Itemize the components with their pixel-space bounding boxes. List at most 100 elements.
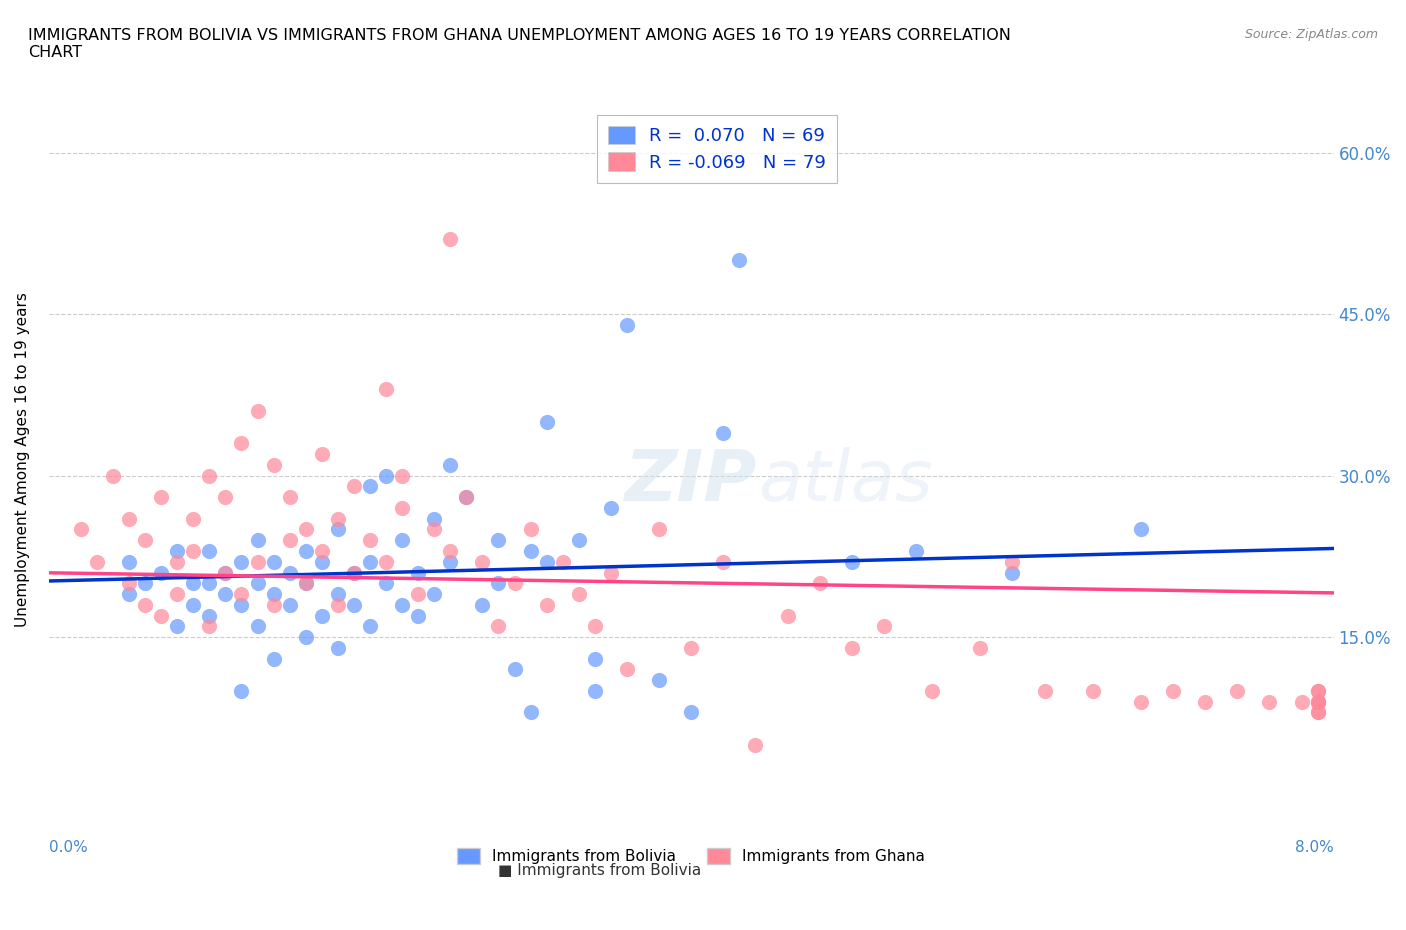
Point — [423, 522, 446, 537]
Point — [456, 490, 478, 505]
Point — [150, 608, 173, 623]
Point — [1129, 522, 1152, 537]
Point — [134, 576, 156, 591]
Point — [1306, 695, 1329, 710]
Point — [406, 608, 429, 623]
Point — [326, 522, 349, 537]
Point — [616, 662, 638, 677]
Point — [1306, 684, 1329, 698]
Point — [198, 608, 221, 623]
Point — [471, 554, 494, 569]
Point — [246, 618, 269, 633]
Point — [406, 565, 429, 580]
Point — [519, 543, 541, 558]
Point — [278, 533, 301, 548]
Point — [294, 576, 316, 591]
Point — [214, 565, 236, 580]
Point — [181, 512, 204, 526]
Point — [134, 597, 156, 612]
Point — [343, 565, 366, 580]
Point — [359, 554, 381, 569]
Point — [841, 641, 863, 656]
Point — [166, 554, 188, 569]
Point — [118, 587, 141, 602]
Point — [118, 576, 141, 591]
Point — [439, 543, 461, 558]
Point — [263, 587, 285, 602]
Point — [278, 490, 301, 505]
Text: 0.0%: 0.0% — [49, 841, 87, 856]
Point — [231, 684, 253, 698]
Point — [263, 458, 285, 472]
Point — [118, 512, 141, 526]
Point — [1306, 695, 1329, 710]
Point — [1306, 695, 1329, 710]
Point — [439, 554, 461, 569]
Point — [166, 587, 188, 602]
Point — [198, 576, 221, 591]
Point — [294, 522, 316, 537]
Point — [616, 317, 638, 332]
Point — [343, 565, 366, 580]
Point — [86, 554, 108, 569]
Point — [311, 554, 333, 569]
Point — [359, 618, 381, 633]
Point — [343, 597, 366, 612]
Point — [134, 533, 156, 548]
Point — [70, 522, 93, 537]
Point — [1129, 695, 1152, 710]
Point — [391, 468, 413, 483]
Point — [311, 543, 333, 558]
Point — [246, 554, 269, 569]
Point — [181, 576, 204, 591]
Point — [1306, 705, 1329, 720]
Point — [166, 618, 188, 633]
Point — [1081, 684, 1104, 698]
Text: 8.0%: 8.0% — [1295, 841, 1334, 856]
Point — [711, 554, 734, 569]
Text: atlas: atlas — [758, 446, 932, 515]
Point — [198, 618, 221, 633]
Point — [101, 468, 124, 483]
Point — [359, 533, 381, 548]
Point — [278, 565, 301, 580]
Point — [294, 543, 316, 558]
Point — [326, 597, 349, 612]
Point — [263, 651, 285, 666]
Point — [1161, 684, 1184, 698]
Point — [375, 576, 398, 591]
Point — [311, 446, 333, 461]
Point — [456, 490, 478, 505]
Text: ZIP: ZIP — [626, 446, 758, 515]
Point — [278, 597, 301, 612]
Point — [326, 641, 349, 656]
Point — [231, 436, 253, 451]
Point — [263, 597, 285, 612]
Point — [423, 512, 446, 526]
Text: IMMIGRANTS FROM BOLIVIA VS IMMIGRANTS FROM GHANA UNEMPLOYMENT AMONG AGES 16 TO 1: IMMIGRANTS FROM BOLIVIA VS IMMIGRANTS FR… — [28, 28, 1011, 60]
Point — [150, 565, 173, 580]
Point — [583, 651, 606, 666]
Point — [166, 543, 188, 558]
Point — [214, 565, 236, 580]
Point — [568, 587, 591, 602]
Point — [231, 587, 253, 602]
Point — [808, 576, 831, 591]
Point — [873, 618, 896, 633]
Point — [841, 554, 863, 569]
Point — [375, 382, 398, 397]
Point — [1033, 684, 1056, 698]
Point — [583, 618, 606, 633]
Text: Source: ZipAtlas.com: Source: ZipAtlas.com — [1244, 28, 1378, 41]
Point — [311, 608, 333, 623]
Point — [1001, 565, 1024, 580]
Point — [1001, 554, 1024, 569]
Point — [648, 522, 671, 537]
Point — [599, 565, 621, 580]
Point — [519, 705, 541, 720]
Point — [969, 641, 991, 656]
Point — [488, 533, 510, 548]
Point — [294, 576, 316, 591]
Point — [246, 533, 269, 548]
Point — [681, 705, 703, 720]
